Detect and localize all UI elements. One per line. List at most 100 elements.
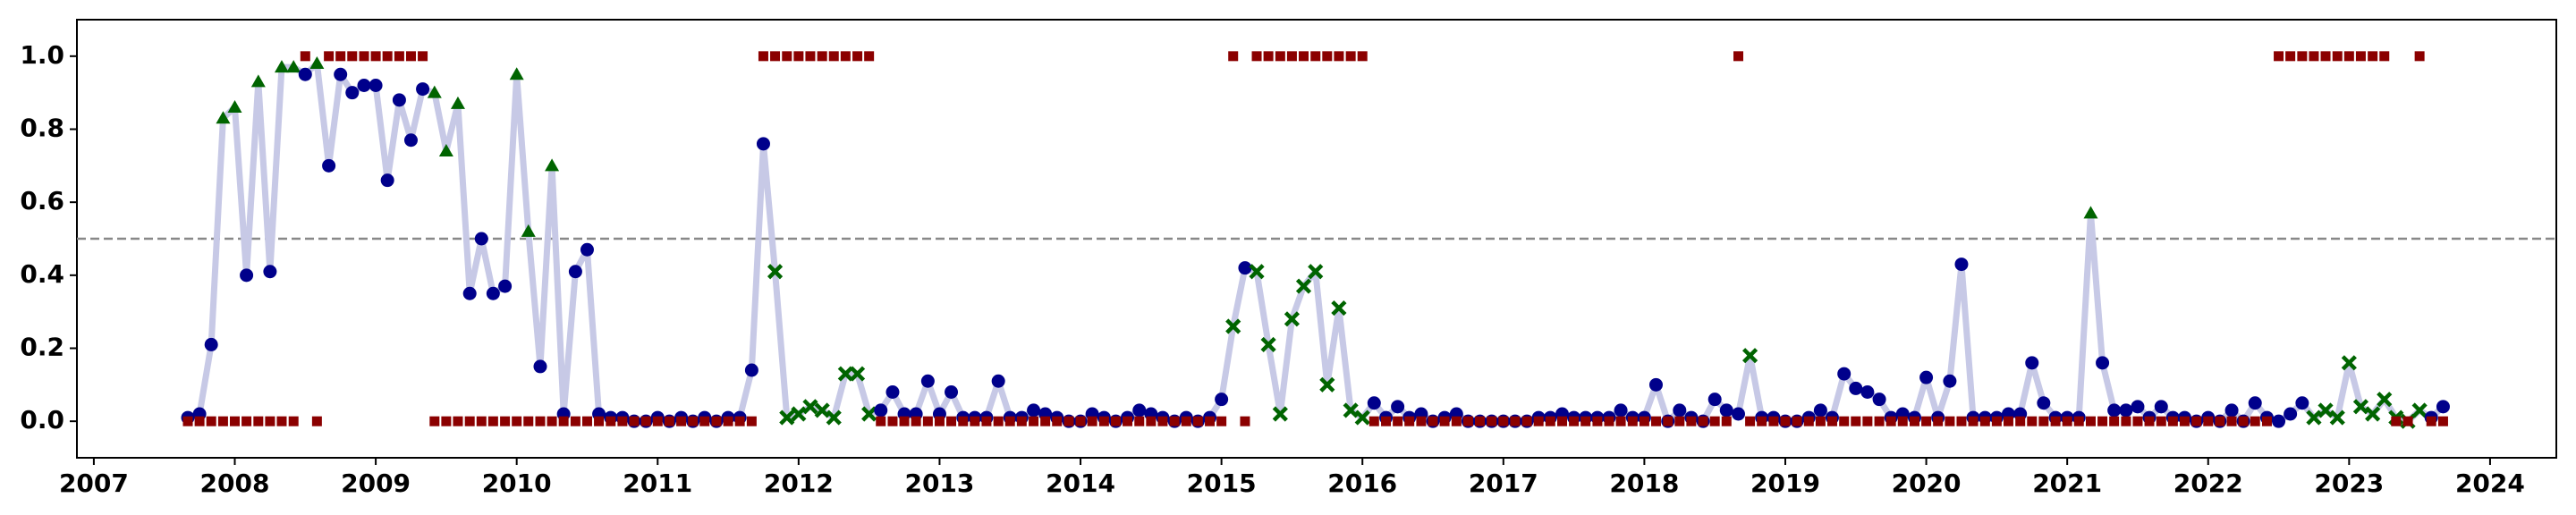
square-marker xyxy=(370,51,381,62)
x-marker xyxy=(814,402,830,418)
square-marker xyxy=(1557,416,1568,426)
square-marker xyxy=(1192,416,1203,426)
square-marker xyxy=(1545,416,1555,426)
circle-marker xyxy=(392,93,406,107)
square-marker xyxy=(1087,416,1097,426)
square-marker xyxy=(1181,416,1191,426)
square-marker xyxy=(664,416,674,426)
square-marker xyxy=(2402,416,2413,426)
x-tick-label: 2008 xyxy=(200,469,270,498)
triangle-marker xyxy=(274,60,289,73)
circle-marker xyxy=(1614,403,1628,418)
square-marker xyxy=(1462,416,1473,426)
x-marker xyxy=(2318,402,2334,418)
square-marker xyxy=(876,416,886,426)
square-marker xyxy=(1029,416,1039,426)
circle-marker xyxy=(533,359,547,374)
square-marker xyxy=(1909,416,1919,426)
circle-marker xyxy=(1860,385,1875,399)
square-marker xyxy=(2109,416,2120,426)
square-marker xyxy=(2015,416,2026,426)
x-marker xyxy=(1343,402,1359,418)
square-marker xyxy=(2379,51,2390,62)
square-marker xyxy=(676,416,687,426)
square-marker xyxy=(206,416,216,426)
square-marker xyxy=(311,416,322,426)
square-marker xyxy=(1228,51,1239,62)
circle-marker xyxy=(2025,356,2039,370)
square-marker xyxy=(2203,416,2214,426)
x-marker xyxy=(1225,318,1241,334)
x-tick-label: 2019 xyxy=(1750,469,1820,498)
x-marker xyxy=(1741,348,1758,364)
square-marker xyxy=(688,416,699,426)
square-marker xyxy=(2332,51,2343,62)
square-marker xyxy=(300,51,310,62)
x-marker xyxy=(849,366,866,382)
square-marker xyxy=(1428,416,1438,426)
square-marker xyxy=(1381,416,1392,426)
square-marker xyxy=(1134,416,1145,426)
circle-marker xyxy=(416,82,430,97)
square-marker xyxy=(2355,51,2366,62)
x-marker xyxy=(1319,376,1335,393)
square-marker xyxy=(770,51,781,62)
square-marker xyxy=(394,51,404,62)
circle-marker xyxy=(1732,407,1746,421)
square-marker xyxy=(1639,416,1649,426)
x-marker xyxy=(1308,264,1324,280)
square-marker xyxy=(359,51,369,62)
circle-marker xyxy=(1954,258,1969,272)
square-marker xyxy=(1521,416,1532,426)
circle-marker xyxy=(322,158,336,173)
x-marker xyxy=(2341,355,2357,371)
square-marker xyxy=(2073,416,2084,426)
square-marker xyxy=(500,416,511,426)
x-marker xyxy=(2352,399,2369,415)
circle-marker xyxy=(2272,414,2286,428)
square-marker xyxy=(981,416,992,426)
square-marker xyxy=(946,416,957,426)
square-marker xyxy=(1933,416,1944,426)
triangle-marker xyxy=(286,60,301,73)
square-marker xyxy=(1322,51,1333,62)
circle-marker xyxy=(1027,403,1041,418)
square-marker xyxy=(1510,416,1521,426)
circle-marker xyxy=(1707,393,1722,407)
x-marker xyxy=(826,409,842,426)
x-marker xyxy=(837,366,853,382)
square-marker xyxy=(347,51,358,62)
square-marker xyxy=(464,416,475,426)
square-marker xyxy=(899,416,910,426)
square-marker xyxy=(1885,416,1896,426)
square-marker xyxy=(1663,416,1674,426)
square-marker xyxy=(1768,416,1779,426)
square-marker xyxy=(1393,416,1403,426)
x-marker xyxy=(861,406,877,422)
circle-marker xyxy=(2154,400,2168,414)
square-marker xyxy=(1592,416,1603,426)
circle-marker xyxy=(1837,367,1852,381)
square-marker xyxy=(2426,416,2436,426)
square-marker xyxy=(606,416,616,426)
circle-marker xyxy=(357,79,371,92)
square-marker xyxy=(405,51,416,62)
square-marker xyxy=(922,416,933,426)
triangle-marker xyxy=(509,67,524,80)
y-tick-label: 0.8 xyxy=(20,114,64,143)
square-marker xyxy=(934,416,945,426)
square-marker xyxy=(594,416,605,426)
square-marker xyxy=(242,416,252,426)
square-marker xyxy=(1146,416,1157,426)
square-marker xyxy=(1709,416,1720,426)
circle-marker xyxy=(345,86,360,100)
triangle-marker xyxy=(216,111,231,124)
square-marker xyxy=(535,416,546,426)
square-marker xyxy=(276,416,287,426)
circle-marker xyxy=(1673,403,1687,418)
square-marker xyxy=(2261,416,2272,426)
square-marker xyxy=(1063,416,1074,426)
square-marker xyxy=(1615,416,1626,426)
square-marker xyxy=(1487,416,1497,426)
square-marker xyxy=(711,416,722,426)
